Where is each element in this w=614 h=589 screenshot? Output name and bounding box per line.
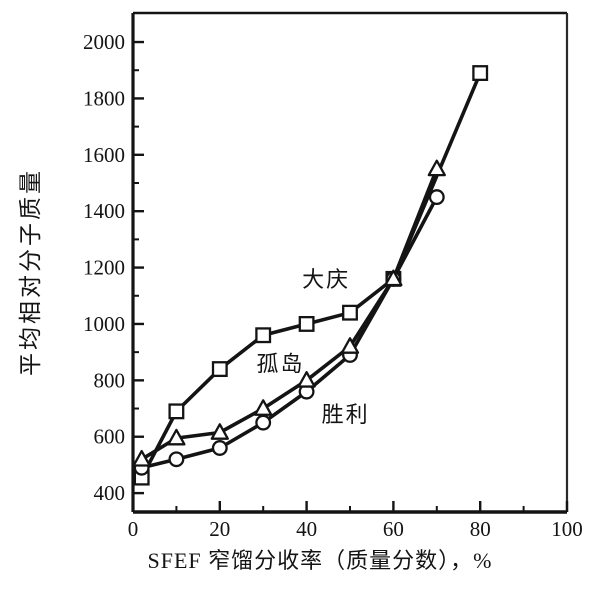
- data-point-square-daqing: [298, 316, 315, 332]
- y-tick-label: 400: [94, 481, 126, 505]
- data-point-square-daqing: [168, 403, 185, 420]
- x-tick-label: 20: [209, 517, 230, 541]
- x-tick-label: 100: [551, 517, 583, 541]
- y-tick-label: 2000: [83, 30, 125, 54]
- series-label-gudao: 孤岛: [257, 351, 305, 376]
- data-point-square-daqing: [255, 327, 272, 344]
- data-point-triangle-gudao: [254, 399, 273, 416]
- data-point-circle-shengli: [211, 440, 228, 456]
- series-line-gudao: [139, 167, 439, 462]
- y-tick-label: 1200: [83, 256, 125, 280]
- x-tick-label: 40: [296, 517, 317, 541]
- plot-area: 400 600 800 1000 1200 1400 1600 1800 2000 0 20 40 60…: [83, 11, 583, 541]
- data-point-square-daqing: [342, 304, 358, 321]
- data-point-triangle-gudao: [384, 269, 403, 287]
- y-axis-title: 平均相对分子质量: [18, 168, 43, 376]
- data-point-triangle-gudao: [167, 428, 186, 446]
- y-tick-label: 1400: [83, 199, 125, 223]
- series-label-daqing: 大庆: [302, 267, 350, 292]
- data-point-circle-shengli: [255, 414, 272, 431]
- y-tick-label: 800: [94, 368, 126, 392]
- series-line-shengli: [139, 195, 439, 470]
- y-tick-label: 1000: [83, 312, 125, 336]
- x-tick-label: 60: [383, 517, 404, 541]
- y-tick-label: 1600: [83, 143, 125, 167]
- data-point-triangle-gudao: [132, 449, 151, 467]
- series-label-shengli: 胜利: [322, 402, 370, 427]
- data-point-triangle-gudao: [210, 423, 229, 440]
- x-tick-label: 0: [128, 517, 139, 541]
- data-point-circle-shengli: [428, 189, 445, 206]
- y-tick-label: 1800: [83, 86, 125, 110]
- data-point-circle-shengli: [168, 451, 185, 468]
- data-point-triangle-gudao: [297, 370, 316, 388]
- y-tick-label: 600: [94, 425, 126, 449]
- data-point-square-daqing: [211, 361, 228, 378]
- x-axis-title: SFEF 窄馏分收率（质量分数），%: [148, 548, 493, 573]
- data-point-square-daqing: [472, 65, 489, 81]
- data-point-triangle-gudao: [427, 159, 446, 177]
- data-point-triangle-gudao: [340, 337, 360, 354]
- x-tick-label: 80: [470, 517, 491, 541]
